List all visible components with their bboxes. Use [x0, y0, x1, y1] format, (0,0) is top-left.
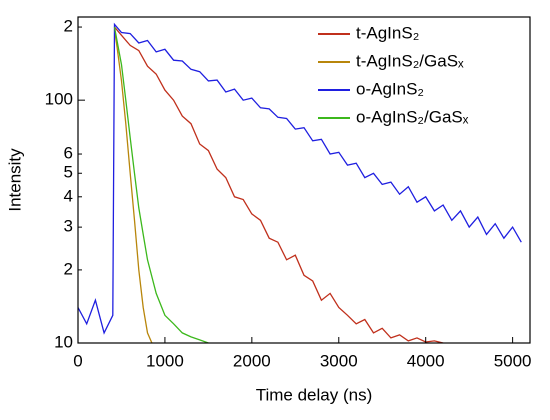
y-tick-label: 100: [45, 90, 73, 109]
legend-label: o-AgInS₂/GaSₓ: [356, 107, 469, 126]
x-axis-label: Time delay (ns): [256, 385, 373, 404]
data-line: [113, 29, 153, 343]
legend-label: o-AgInS₂: [356, 79, 424, 98]
y-tick-label: 10: [54, 332, 73, 351]
data-line: [113, 26, 209, 343]
data-line: [78, 22, 522, 335]
y-tick-label: 5: [64, 163, 73, 182]
x-tick-label: 0: [73, 351, 82, 370]
y-tick-label: 4: [64, 186, 73, 205]
y-tick-label: 2: [64, 17, 73, 36]
legend-label: t-AgInS₂: [356, 23, 419, 42]
x-tick-label: 2000: [233, 351, 271, 370]
x-tick-label: 3000: [320, 351, 358, 370]
y-tick-label: 6: [64, 144, 73, 163]
x-tick-label: 4000: [407, 351, 445, 370]
x-tick-label: 5000: [494, 351, 532, 370]
plot-frame: [77, 16, 531, 344]
y-tick-label: 3: [64, 217, 73, 236]
data-line: [114, 26, 444, 343]
legend-label: t-AgInS₂/GaSₓ: [356, 51, 464, 70]
plot-area: [78, 22, 522, 343]
y-axis-label: Intensity: [5, 148, 24, 212]
x-tick-label: 1000: [146, 351, 184, 370]
y-tick-label: 2: [64, 259, 73, 278]
